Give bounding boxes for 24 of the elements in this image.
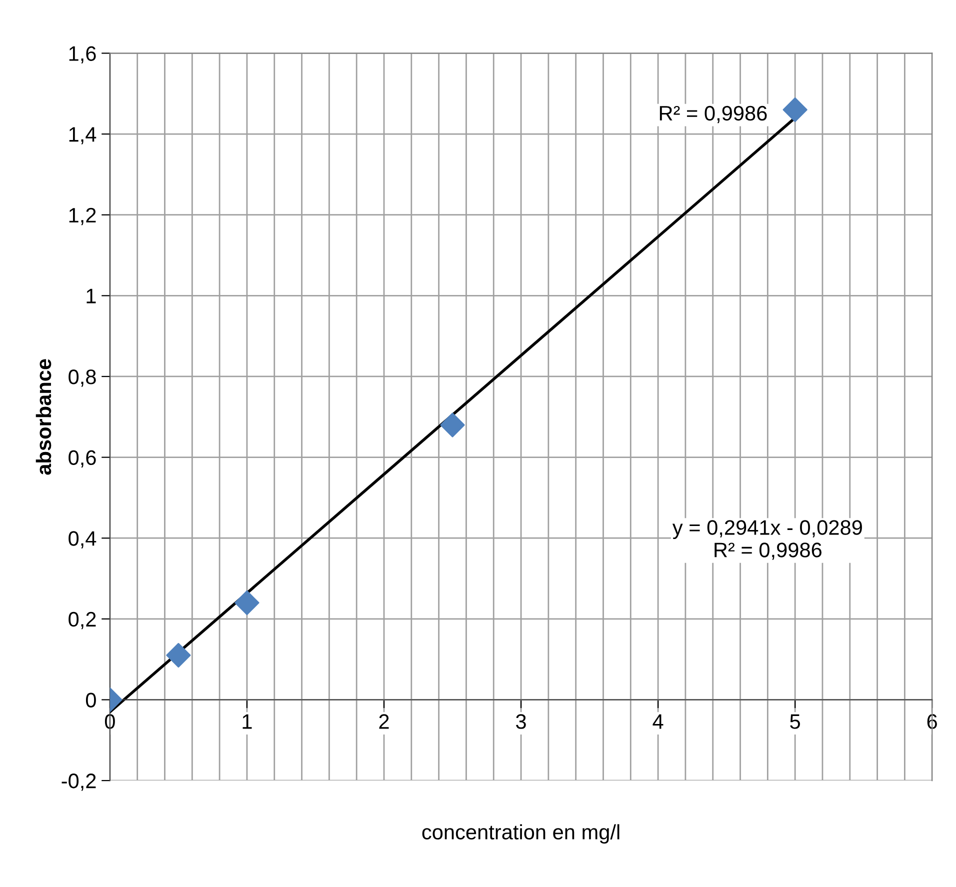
x-tick-label: 5 <box>790 714 800 729</box>
x-tick-label: 3 <box>516 714 526 729</box>
y-tick-label: 0,8 <box>68 369 96 387</box>
y-tick-label: 1,6 <box>69 46 96 64</box>
point <box>440 412 465 438</box>
annotation: y = 0,2941x - 0,0289 R² = 0,9986 <box>672 520 862 560</box>
y-tick-label: 0,4 <box>68 531 96 548</box>
y-tick-label: 0 <box>86 692 96 708</box>
y-tick-label: -0,2 <box>62 774 96 791</box>
y-tick-label: 1,4 <box>69 127 96 144</box>
annotation: R² = 0,9986 <box>660 106 767 124</box>
y-tick-label: 1,2 <box>69 208 96 226</box>
point <box>782 97 808 122</box>
x-tick-label: 2 <box>379 714 389 729</box>
y-tick-label: 0,2 <box>68 612 96 630</box>
point <box>234 590 260 616</box>
y-tick-label: 1 <box>86 288 96 304</box>
x-tick-label: 4 <box>652 714 664 729</box>
point <box>166 642 191 668</box>
x-tick-label: 6 <box>927 714 937 729</box>
y-tick-label: 0,6 <box>68 450 96 468</box>
x-tick-label: 1 <box>242 714 252 729</box>
x-axis-title: concentration en mg/l <box>422 824 620 844</box>
y-axis-title: absorbance <box>36 359 52 475</box>
